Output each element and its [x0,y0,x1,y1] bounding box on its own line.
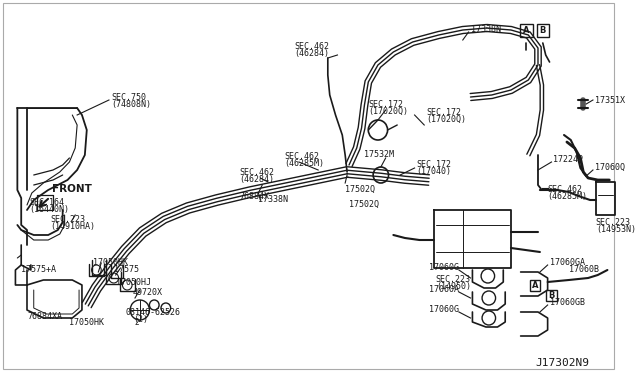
Text: SEC.172: SEC.172 [426,108,461,117]
Text: 17575: 17575 [114,265,139,274]
Text: 17060GA: 17060GA [550,258,584,267]
Text: 17060GB: 17060GB [550,298,584,307]
Text: 17050HJ: 17050HJ [116,278,150,287]
Text: (17040): (17040) [417,167,451,176]
Text: 17575+A: 17575+A [21,265,56,274]
Text: SEC.750: SEC.750 [111,93,146,102]
Text: A: A [532,280,538,289]
Text: SEC.462: SEC.462 [239,168,274,177]
Text: (46285M): (46285M) [548,192,588,201]
Text: B: B [548,291,555,299]
Text: (14910HA): (14910HA) [50,222,95,231]
Text: 76884XA: 76884XA [27,312,62,321]
Text: 17224P: 17224P [554,155,584,164]
Text: 17502Q: 17502Q [349,200,379,209]
Text: 49720X: 49720X [133,288,163,297]
Text: 2: 2 [134,318,140,327]
Text: (46284): (46284) [239,175,274,184]
Text: 76884X: 76884X [239,192,269,201]
Text: A: A [523,26,530,35]
Text: 08146-62526: 08146-62526 [125,308,180,317]
Text: SEC.462: SEC.462 [548,185,582,194]
Text: SEC.164: SEC.164 [29,198,64,207]
Text: (46284): (46284) [294,49,329,58]
Text: 17060B: 17060B [569,265,599,274]
Text: 17351X: 17351X [595,96,625,105]
Text: (74808N): (74808N) [111,100,151,109]
Text: 17060A: 17060A [429,285,459,294]
Text: (17020Q): (17020Q) [426,115,466,124]
Text: (46285M): (46285M) [284,159,324,168]
Text: 17060G: 17060G [429,263,459,272]
Text: 17060Q: 17060Q [595,163,625,172]
Text: 17338N: 17338N [470,25,500,34]
Text: 17338N: 17338N [259,195,289,204]
Text: SEC.223: SEC.223 [596,218,631,227]
Text: 17502Q: 17502Q [345,185,375,194]
Text: SEC.223: SEC.223 [50,215,85,224]
Text: SEC.223: SEC.223 [436,275,471,284]
Text: SEC.462: SEC.462 [284,152,319,161]
Text: (14953N): (14953N) [596,225,636,234]
Text: SEC.462: SEC.462 [294,42,329,51]
Text: (16440N): (16440N) [29,205,69,214]
Text: (2): (2) [133,315,148,324]
Text: (14950): (14950) [436,282,471,291]
Text: SEC.172: SEC.172 [417,160,451,169]
Text: FRONT: FRONT [52,184,92,194]
Text: B: B [540,26,546,35]
Text: 17050HK: 17050HK [93,258,127,267]
Text: 17050HK: 17050HK [69,318,104,327]
Text: 17060G: 17060G [429,305,459,314]
Text: 17532M: 17532M [364,150,394,159]
Text: J17302N9: J17302N9 [535,358,589,368]
Text: SEC.172: SEC.172 [368,100,403,109]
Text: (17020Q): (17020Q) [368,107,408,116]
